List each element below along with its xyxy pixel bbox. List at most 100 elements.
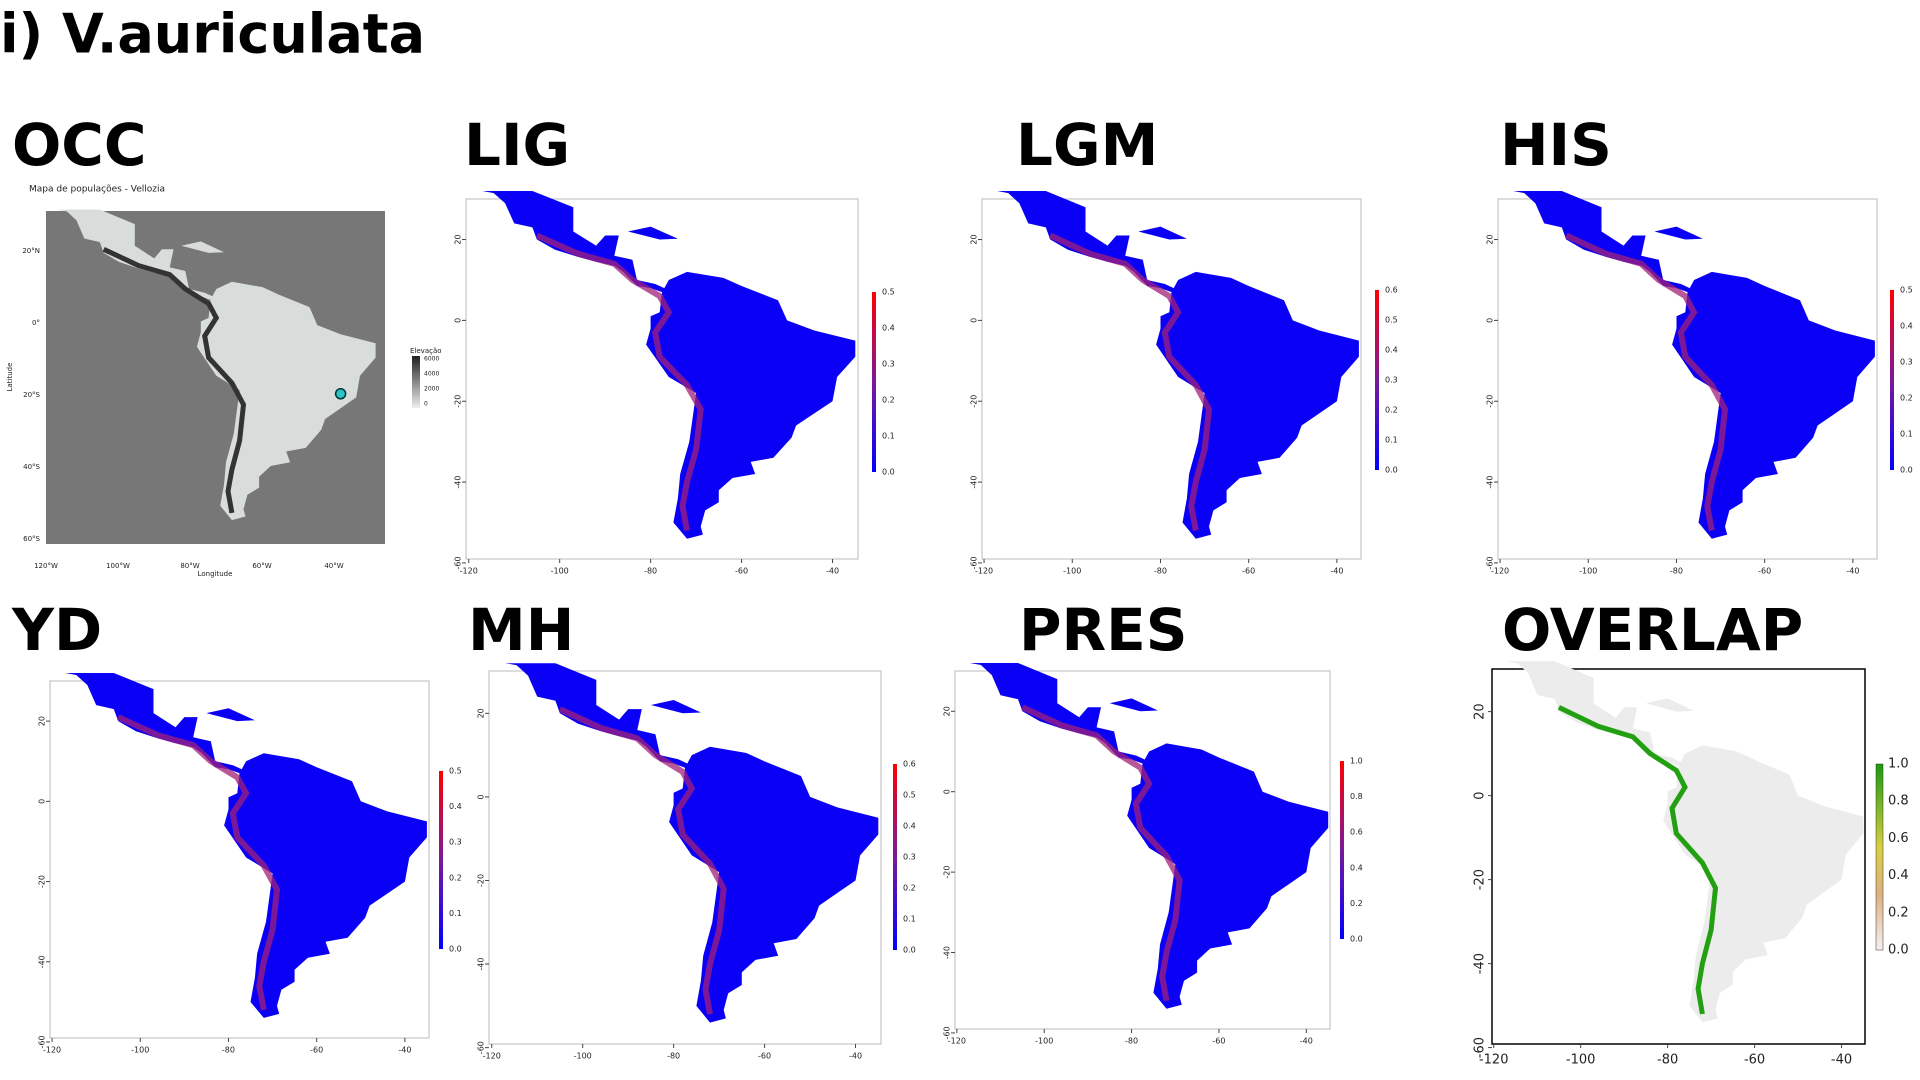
colorbar-tick-label: 0.1 [882, 432, 895, 441]
y-tick-label: 20°N [22, 247, 40, 255]
suitability-high [1564, 232, 1729, 532]
island [1109, 698, 1158, 712]
colorbar-tick-label: 0.1 [1900, 430, 1913, 439]
island [206, 708, 255, 722]
y-tick-label: -20 [1486, 395, 1495, 408]
colorbar-tick-label: 1.0 [1350, 757, 1363, 766]
legend-tick-label: 2000 [424, 386, 439, 393]
colorbar-tick-label: 0.0 [903, 946, 916, 955]
y-tick-label: 20 [970, 234, 979, 244]
x-tick-label: -80 [1154, 567, 1167, 576]
colorbar-tick-label: 0.0 [1888, 943, 1909, 958]
island [1645, 698, 1694, 712]
land [181, 241, 225, 253]
colorbar-tick-label: 0.2 [1900, 394, 1913, 403]
colorbar-tick-label: 1.0 [1888, 757, 1909, 772]
x-tick-label: -100 [1063, 567, 1081, 576]
x-tick-label: -60 [758, 1052, 771, 1061]
y-tick-label: -20 [970, 395, 979, 408]
y-tick-label: 20 [454, 234, 463, 244]
y-tick-label: 60°S [23, 535, 40, 543]
colorbar [1875, 763, 1884, 951]
x-tick-label: 60°W [252, 562, 271, 570]
colorbar-tick-label: 0.3 [1900, 358, 1913, 367]
x-tick-label: -60 [1758, 567, 1771, 576]
colorbar-tick-label: 0.0 [1385, 466, 1398, 475]
colorbar-tick-label: 0.0 [882, 468, 895, 477]
suitability-high [1557, 705, 1719, 1015]
x-tick-label: -80 [667, 1052, 680, 1061]
y-tick-label: 20 [38, 716, 47, 726]
x-tick-label: -100 [1566, 1053, 1596, 1068]
y-tick-label: -40 [454, 476, 463, 489]
legend-title: Elevação [410, 347, 442, 355]
colorbar-tick-label: 0.5 [1900, 286, 1913, 295]
colorbar-tick-label: 0.5 [1385, 316, 1398, 325]
y-tick-label: 0° [32, 319, 40, 327]
y-tick-label: 0 [454, 318, 463, 323]
x-tick-label: -40 [826, 567, 839, 576]
y-tick-label: -40 [1473, 953, 1488, 974]
colorbar-tick-label: 0.4 [1888, 868, 1909, 883]
x-tick-label: -120 [1491, 567, 1509, 576]
x-tick-label: -60 [735, 567, 748, 576]
colorbar-tick-label: 0.3 [1385, 376, 1398, 385]
colorbar-tick-label: 0.2 [1385, 406, 1398, 415]
panel-label: LIG [464, 111, 570, 179]
colorbar [1890, 290, 1894, 470]
x-tick-label: -120 [948, 1037, 966, 1046]
y-tick-label: 20 [943, 706, 952, 716]
panel-label: LGM [1016, 111, 1158, 179]
y-tick-label: -60 [477, 1041, 486, 1054]
x-axis-label: Longitude [198, 570, 233, 578]
y-tick-label: -40 [477, 958, 486, 971]
y-tick-label: -40 [38, 955, 47, 968]
y-tick-label: -20 [38, 875, 47, 888]
colorbar [893, 764, 897, 950]
colorbar-tick-label: 0.4 [903, 822, 916, 831]
x-tick-label: -80 [222, 1046, 235, 1055]
y-tick-label: -40 [1486, 476, 1495, 489]
y-tick-label: 0 [1486, 318, 1495, 323]
panel-label: YD [11, 596, 102, 664]
colorbar-tick-label: 0.4 [1385, 346, 1398, 355]
x-tick-label: -60 [310, 1046, 323, 1055]
colorbar-tick-label: 0.0 [1900, 466, 1913, 475]
suitability-high [558, 706, 727, 1015]
x-tick-label: -40 [1831, 1053, 1852, 1068]
x-tick-label: -60 [1242, 567, 1255, 576]
colorbar-tick-label: 0.1 [449, 909, 462, 918]
panel-label: OCC [12, 111, 146, 179]
colorbar-tick-label: 0.8 [1350, 792, 1363, 801]
y-tick-label: -60 [970, 556, 979, 569]
y-tick-label: -60 [38, 1035, 47, 1048]
panel-label: HIS [1500, 111, 1612, 179]
x-tick-label: -40 [1846, 567, 1859, 576]
colorbar-tick-label: 0.6 [1385, 286, 1398, 295]
x-tick-label: -40 [1300, 1037, 1313, 1046]
x-tick-label: -100 [574, 1052, 592, 1061]
legend-tick-label: 4000 [424, 371, 439, 378]
y-tick-label: -60 [1473, 1037, 1488, 1058]
colorbar-tick-label: 0.4 [1900, 322, 1913, 331]
y-tick-label: 0 [477, 794, 486, 799]
y-tick-label: -20 [454, 395, 463, 408]
x-tick-label: -80 [1125, 1037, 1138, 1046]
mountains [102, 247, 247, 514]
colorbar-tick-label: 0.5 [882, 288, 895, 297]
y-tick-label: 20°S [23, 391, 40, 399]
x-tick-label: -40 [1330, 567, 1343, 576]
x-tick-label: -60 [1744, 1053, 1765, 1068]
y-tick-label: -60 [1486, 556, 1495, 569]
x-tick-label: -120 [43, 1046, 61, 1055]
y-tick-label: 20 [1486, 234, 1495, 244]
x-tick-label: -120 [975, 567, 993, 576]
colorbar-tick-label: 0.1 [903, 915, 916, 924]
x-tick-label: -40 [849, 1052, 862, 1061]
figure-title: i) V.auriculata [0, 3, 425, 66]
y-tick-label: 40°S [23, 463, 40, 471]
x-tick-label: -100 [1035, 1037, 1053, 1046]
y-tick-label: -60 [943, 1026, 952, 1039]
x-tick-label: 40°W [324, 562, 343, 570]
